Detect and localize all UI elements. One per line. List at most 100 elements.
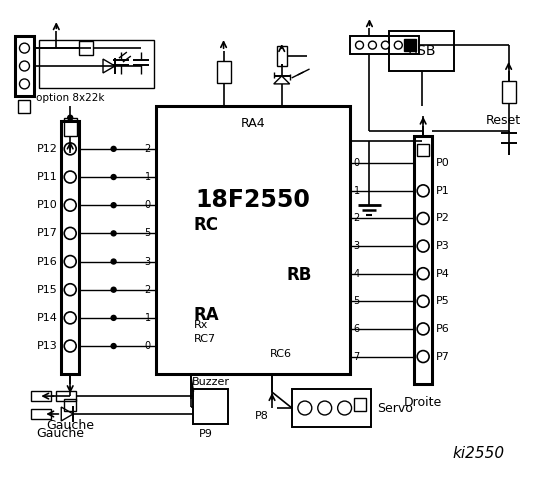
Text: P2: P2	[436, 214, 450, 224]
Circle shape	[417, 323, 429, 335]
Text: option 8x22k: option 8x22k	[36, 93, 105, 103]
Text: 0: 0	[353, 158, 359, 168]
Text: P11: P11	[36, 172, 58, 182]
Circle shape	[298, 401, 312, 415]
Bar	[292, 389, 372, 427]
Bar	[18, 100, 30, 113]
Bar	[194, 389, 228, 424]
Circle shape	[19, 61, 29, 71]
Text: 2: 2	[144, 285, 151, 295]
Circle shape	[19, 43, 29, 53]
Circle shape	[111, 231, 116, 236]
Bar	[349, 36, 419, 54]
Bar	[217, 61, 231, 83]
Circle shape	[417, 350, 429, 362]
Bar	[404, 39, 416, 51]
Text: Droite: Droite	[404, 396, 442, 408]
Bar	[389, 31, 454, 71]
Text: 18F2550: 18F2550	[195, 188, 310, 212]
Text: 2: 2	[144, 144, 151, 154]
Bar	[32, 391, 51, 401]
Text: P12: P12	[36, 144, 58, 154]
Text: 2: 2	[353, 214, 360, 224]
Circle shape	[417, 268, 429, 280]
Circle shape	[417, 240, 429, 252]
Text: 0: 0	[144, 200, 151, 210]
Bar	[156, 106, 349, 374]
Text: USB: USB	[408, 44, 436, 58]
Circle shape	[111, 344, 116, 348]
Circle shape	[368, 41, 377, 49]
Circle shape	[64, 340, 76, 352]
Bar	[61, 120, 79, 374]
Text: 7: 7	[353, 351, 360, 361]
Text: P3: P3	[436, 241, 450, 251]
Circle shape	[111, 203, 116, 208]
Text: P10: P10	[36, 200, 58, 210]
Circle shape	[64, 228, 76, 240]
Circle shape	[19, 79, 29, 89]
Text: Reset: Reset	[486, 114, 521, 127]
Text: Gauche: Gauche	[36, 427, 84, 440]
Bar	[32, 409, 51, 419]
Text: P15: P15	[36, 285, 58, 295]
Text: RA4: RA4	[241, 117, 265, 130]
Circle shape	[64, 255, 76, 267]
Text: P13: P13	[36, 341, 58, 351]
Text: Rx: Rx	[194, 320, 208, 329]
Text: Gauche: Gauche	[46, 420, 94, 432]
Bar	[417, 144, 429, 156]
Circle shape	[417, 295, 429, 307]
Text: 1: 1	[144, 172, 151, 182]
Text: P17: P17	[36, 228, 58, 239]
Bar	[39, 40, 154, 88]
Bar	[79, 41, 93, 55]
Text: P5: P5	[436, 296, 450, 306]
Bar	[56, 391, 76, 401]
Text: 0: 0	[144, 341, 151, 351]
Circle shape	[318, 401, 332, 415]
Text: 3: 3	[144, 256, 151, 266]
Text: P1: P1	[436, 186, 450, 196]
Circle shape	[111, 146, 116, 151]
Text: 1: 1	[144, 313, 151, 323]
Circle shape	[111, 175, 116, 180]
Bar	[502, 81, 515, 103]
Bar	[353, 398, 367, 411]
Circle shape	[64, 199, 76, 211]
Text: RC6: RC6	[270, 349, 292, 360]
Circle shape	[67, 115, 72, 120]
Circle shape	[382, 41, 389, 49]
Bar	[414, 136, 432, 384]
Text: RB: RB	[286, 266, 312, 284]
Circle shape	[64, 284, 76, 296]
Text: RC7: RC7	[194, 335, 216, 345]
Circle shape	[394, 41, 402, 49]
Text: ki2550: ki2550	[453, 446, 505, 461]
Circle shape	[111, 259, 116, 264]
Bar	[64, 399, 76, 411]
Text: Servo: Servo	[377, 402, 413, 415]
Circle shape	[111, 315, 116, 320]
Circle shape	[417, 213, 429, 225]
Text: Buzzer: Buzzer	[192, 377, 230, 387]
Text: 4: 4	[353, 269, 359, 279]
Text: 1: 1	[353, 186, 359, 196]
Bar	[276, 46, 286, 66]
Circle shape	[356, 41, 363, 49]
Text: P14: P14	[36, 313, 58, 323]
Text: P7: P7	[436, 351, 450, 361]
Circle shape	[64, 312, 76, 324]
Text: RC: RC	[194, 216, 218, 234]
Text: 6: 6	[353, 324, 359, 334]
Circle shape	[64, 171, 76, 183]
Text: 5: 5	[144, 228, 151, 239]
Circle shape	[338, 401, 352, 415]
Bar	[14, 36, 34, 96]
Circle shape	[64, 143, 76, 155]
Text: 5: 5	[353, 296, 360, 306]
Text: P0: P0	[436, 158, 450, 168]
Circle shape	[111, 287, 116, 292]
Text: RA: RA	[194, 306, 219, 324]
Text: P9: P9	[199, 429, 213, 439]
